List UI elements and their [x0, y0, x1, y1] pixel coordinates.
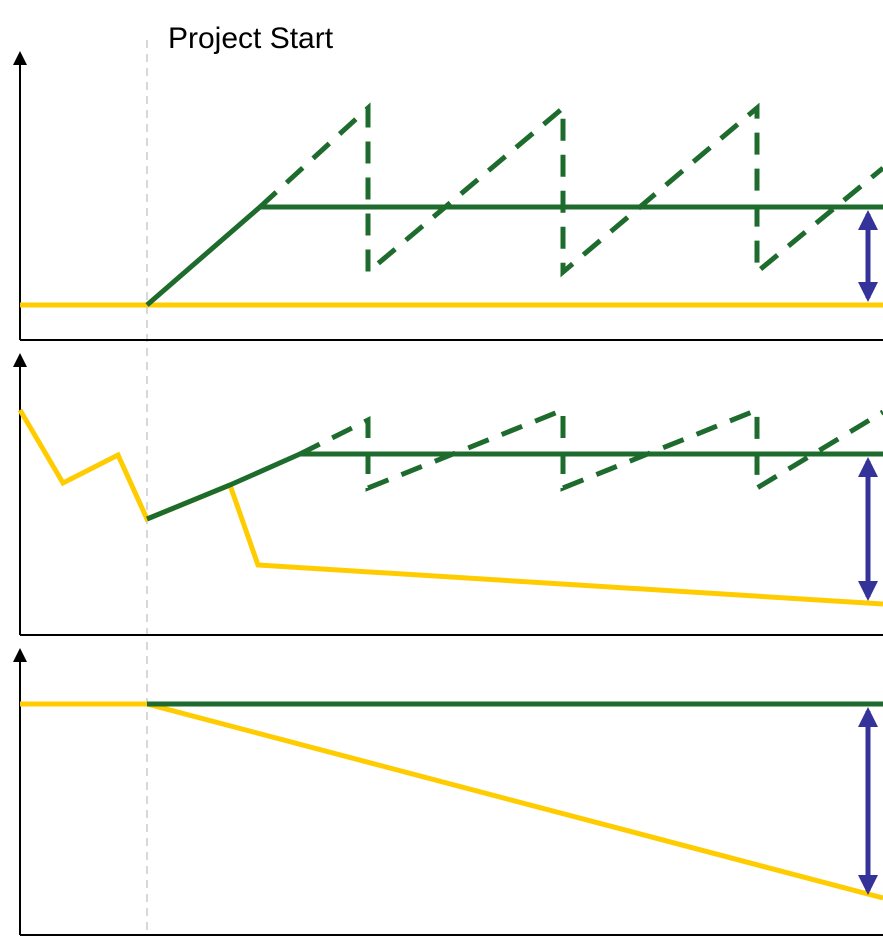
green-line: [146, 451, 883, 522]
panel-2: [13, 353, 883, 636]
dashed-green-line: [298, 406, 883, 493]
yellow-line: [20, 701, 883, 901]
panel-1: [13, 51, 883, 341]
yellow-line: [17, 408, 883, 607]
panel-3: [13, 648, 883, 936]
project-start-label: Project Start: [168, 22, 334, 55]
dashed-green-line: [258, 102, 883, 278]
